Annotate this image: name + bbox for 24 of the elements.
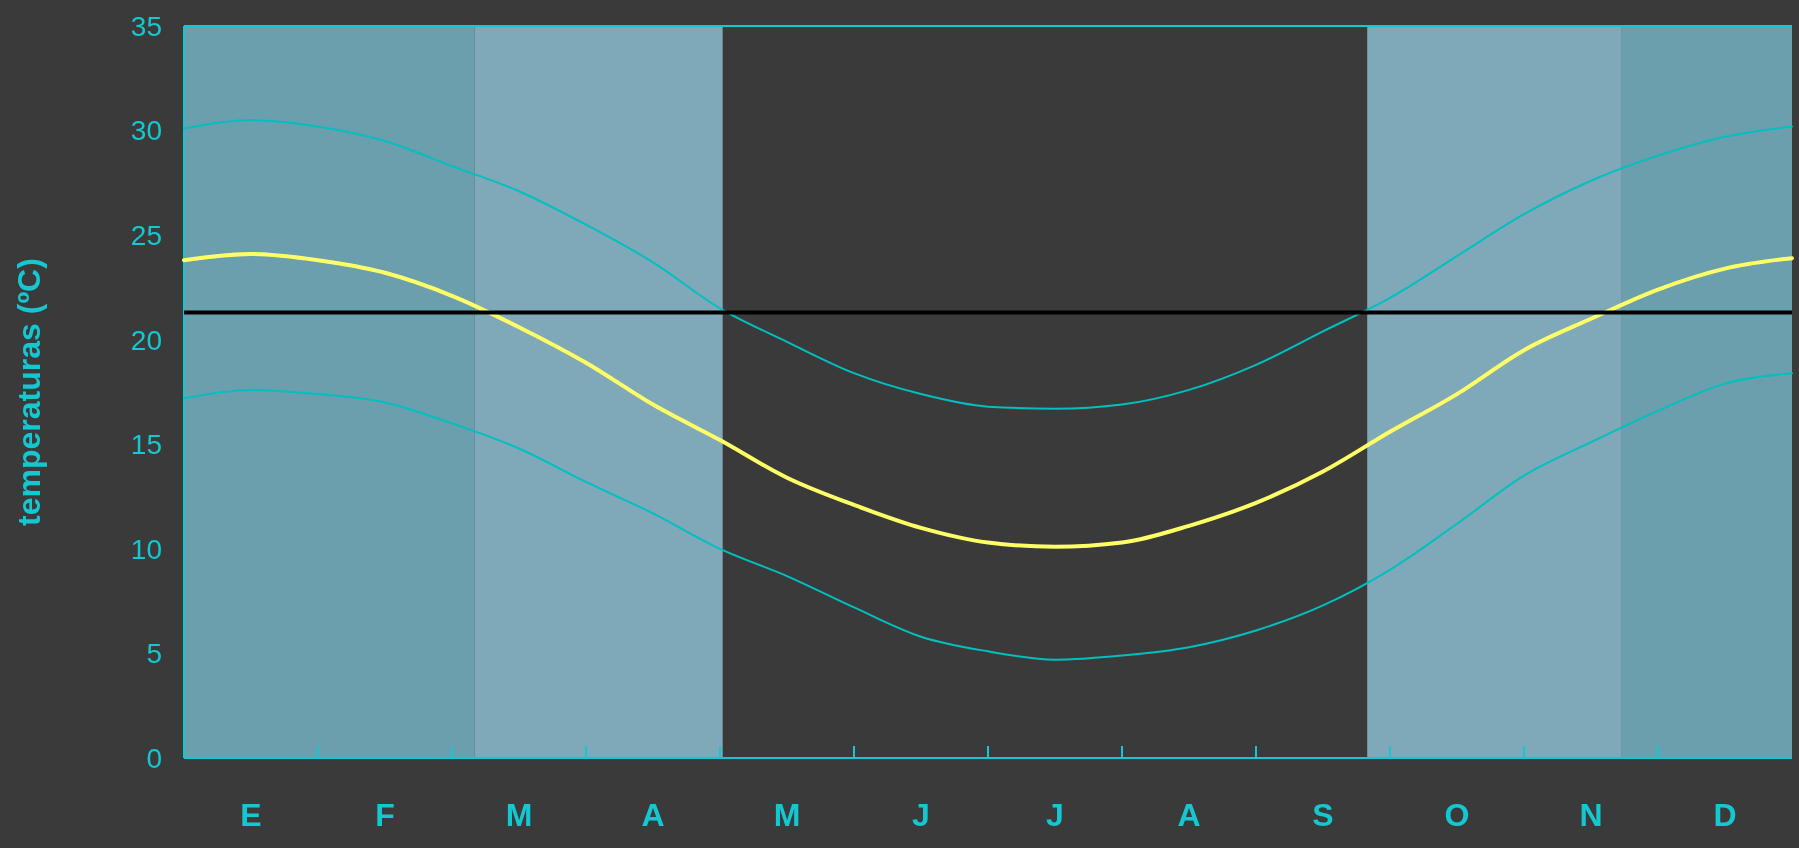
line-series [182,251,1794,549]
y-axis-title: temperaturas (ºC) [11,258,47,526]
line-series [183,119,1793,410]
x-tick-label: J [912,797,930,833]
line-series [183,372,1793,661]
x-tick-label: N [1579,797,1603,833]
x-tick-label: S [1312,797,1334,833]
x-tick-label: O [1444,797,1470,833]
x-tick-label: E [240,797,262,833]
y-tick-label: 5 [146,638,162,670]
x-tick-label: A [641,797,665,833]
y-tick-label: 25 [130,219,162,251]
x-tick-label: M [773,797,801,833]
x-tick-label: A [1177,797,1201,833]
y-tick-label: 15 [130,429,162,461]
x-tick-label: D [1713,797,1737,833]
y-tick-label: 0 [146,742,162,774]
x-tick-label: M [505,797,533,833]
x-tick-label: F [375,797,395,833]
y-tick-label: 20 [130,324,162,356]
y-tick-label: 30 [130,115,162,147]
x-tick-label: J [1046,797,1064,833]
y-tick-label: 10 [130,533,162,565]
y-tick-label: 35 [130,10,162,42]
